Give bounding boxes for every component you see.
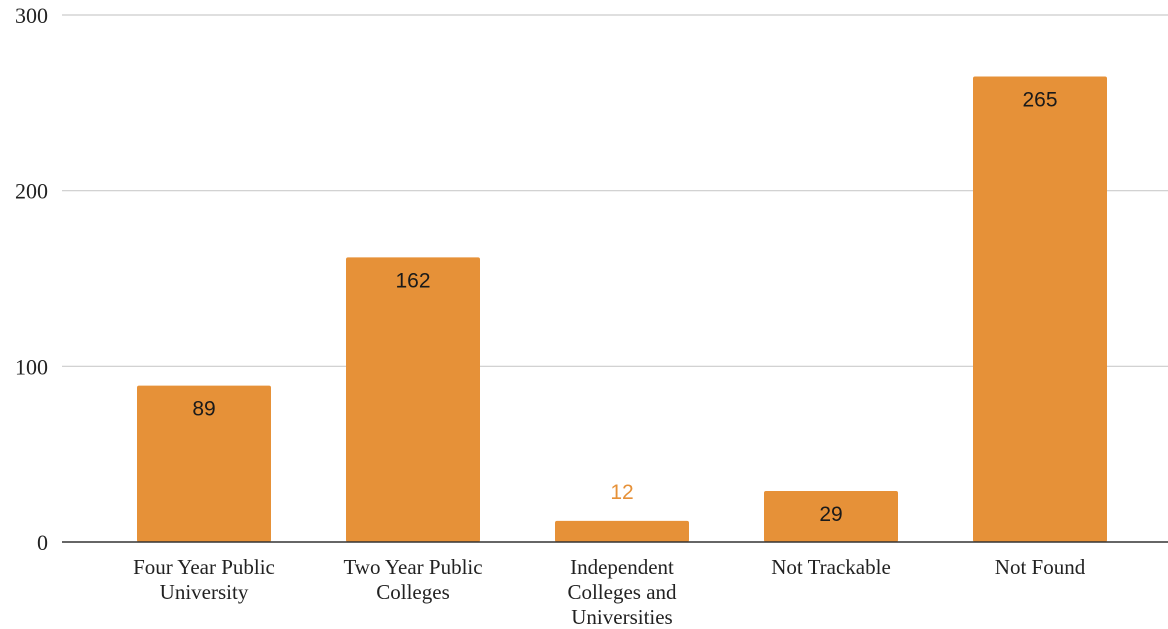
category-label: Independent: [570, 555, 674, 579]
y-tick-label: 200: [15, 179, 48, 204]
y-tick-label: 0: [37, 530, 48, 555]
bar: [137, 385, 271, 542]
bar: [346, 257, 480, 542]
category-label: Universities: [571, 605, 672, 629]
y-tick-label: 300: [15, 3, 48, 28]
data-label: 89: [192, 398, 215, 421]
bar: [764, 491, 898, 542]
category-label: Four Year Public: [133, 555, 275, 579]
bar: [555, 520, 689, 542]
data-label: 265: [1022, 88, 1057, 111]
category-label: Not Found: [995, 555, 1086, 579]
category-label: Colleges and: [567, 580, 677, 604]
category-label: University: [160, 580, 249, 604]
category-label: Colleges: [376, 580, 450, 604]
bar: [973, 76, 1107, 542]
bars: [137, 76, 1107, 542]
data-label: 29: [819, 503, 842, 526]
y-axis-ticks: 0 100 200 300: [15, 3, 48, 555]
data-label: 12: [610, 481, 633, 504]
data-labels: 89 162 12 29 265: [192, 88, 1057, 526]
category-label: Two Year Public: [343, 555, 482, 579]
data-label: 162: [395, 269, 430, 292]
category-label: Not Trackable: [771, 555, 891, 579]
y-tick-label: 100: [15, 354, 48, 379]
